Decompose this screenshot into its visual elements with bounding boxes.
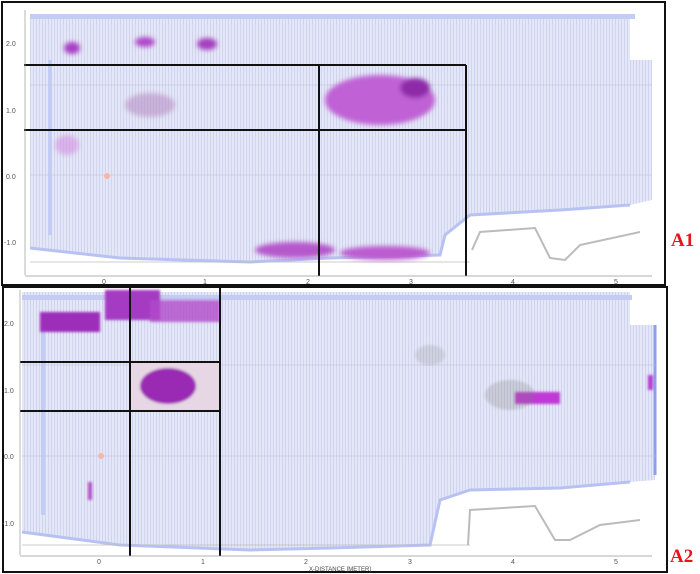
x-tick: 0 [102,279,106,286]
x-tick: 4 [511,559,515,566]
y-tick: 1.0 [6,108,16,115]
scan-area [30,14,652,262]
y-tick: 1.0 [4,388,14,395]
panel-a2: 2.0 1.0 0.0 -1.0 0 1 2 3 4 5 X-DISTANCE … [2,286,668,573]
x-tick: 2 [306,279,310,286]
x-tick: 3 [408,559,412,566]
x-tick: 0 [97,559,101,566]
top-strip [22,295,632,300]
panel-label-a1: A1 [671,230,695,251]
x-tick: 5 [614,279,618,286]
panel-a1: 2.0 1.0 0.0 -1.0 0 1 2 3 4 5 [1,1,666,286]
y-tick: -1.0 [2,521,14,528]
top-strip [30,14,635,19]
y-tick: 2.0 [4,321,14,328]
x-tick: 5 [614,559,618,566]
x-tick: 2 [304,559,308,566]
anomaly-cluster-a1 [55,37,435,260]
y-tick: 2.0 [6,41,16,48]
x-tick: 4 [511,279,515,286]
x-tick: 1 [201,559,205,566]
x-tick: 1 [203,279,207,286]
scan-area [22,292,655,550]
ground-line [471,226,641,262]
grid-boxes-a2 [20,288,221,556]
x-tick: 3 [409,279,413,286]
x-axis-label: X-DISTANCE [METER] [309,567,371,573]
y-tick: 0.0 [6,174,16,181]
ground-line [467,504,641,546]
panel-label-a2: A2 [670,546,694,567]
y-tick: -1.0 [4,240,16,247]
scan-outline [29,203,631,264]
grid-boxes-a1 [24,64,467,276]
y-tick: 0.0 [4,454,14,461]
anomaly-cluster-a2 [40,290,653,500]
